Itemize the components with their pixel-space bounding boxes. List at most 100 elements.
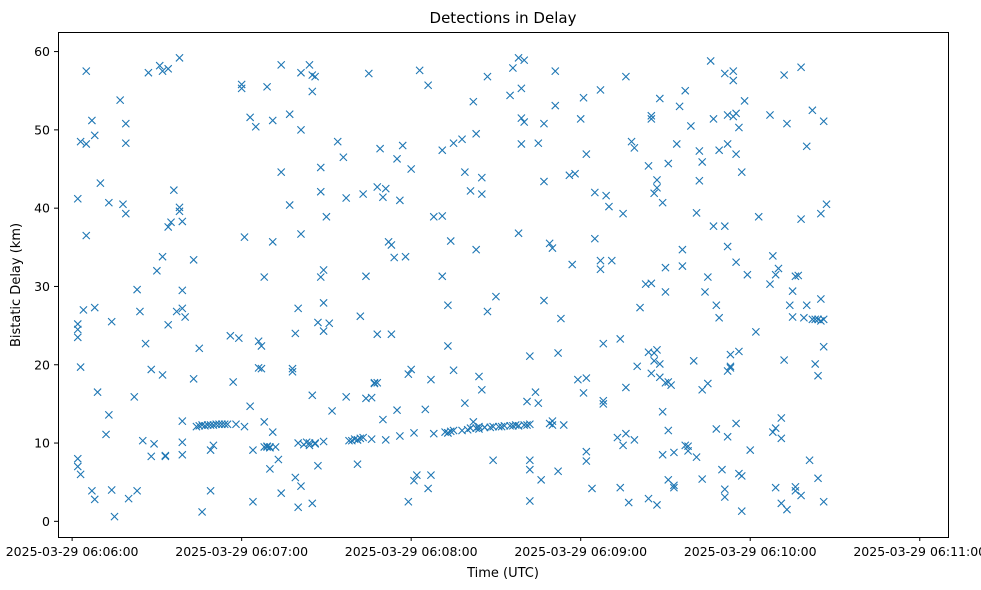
data-point bbox=[257, 341, 266, 350]
data-point bbox=[652, 175, 661, 184]
data-point bbox=[232, 420, 240, 429]
data-point bbox=[373, 183, 382, 192]
data-point bbox=[520, 56, 529, 65]
y-tick-label: 50 bbox=[34, 122, 50, 137]
data-point bbox=[147, 365, 156, 374]
data-point bbox=[460, 399, 469, 408]
data-point bbox=[164, 320, 173, 329]
data-point bbox=[104, 410, 113, 419]
data-point bbox=[630, 435, 639, 444]
data-point bbox=[766, 111, 774, 119]
data-point bbox=[791, 486, 800, 495]
data-point bbox=[73, 454, 82, 463]
data-point bbox=[294, 439, 303, 448]
data-point bbox=[178, 438, 187, 447]
y-tick-label: 0 bbox=[42, 514, 50, 529]
data-point bbox=[819, 117, 828, 126]
data-point bbox=[395, 196, 404, 205]
data-point bbox=[401, 252, 410, 261]
data-point bbox=[133, 285, 142, 294]
data-point bbox=[158, 370, 167, 379]
data-point bbox=[257, 364, 266, 373]
data-point bbox=[234, 334, 243, 343]
chart-title: Detections in Delay bbox=[430, 9, 577, 27]
data-point bbox=[506, 91, 515, 100]
data-point bbox=[469, 417, 478, 426]
data-point bbox=[215, 420, 224, 429]
data-point bbox=[740, 96, 749, 105]
data-point bbox=[551, 67, 560, 76]
data-point bbox=[381, 435, 390, 444]
data-point bbox=[548, 244, 557, 253]
data-point bbox=[571, 169, 580, 178]
x-tick-label: 2025-03-29 06:08:00 bbox=[345, 544, 478, 559]
data-point bbox=[359, 433, 368, 442]
data-point bbox=[534, 139, 543, 148]
data-point bbox=[93, 388, 102, 397]
data-point bbox=[650, 356, 659, 365]
data-point bbox=[322, 212, 331, 221]
data-point bbox=[82, 67, 91, 76]
data-point bbox=[424, 484, 433, 493]
data-point bbox=[486, 423, 495, 432]
data-point bbox=[76, 470, 85, 479]
data-point bbox=[782, 505, 791, 514]
data-point bbox=[181, 313, 190, 321]
data-point bbox=[308, 87, 317, 96]
data-point bbox=[342, 193, 351, 202]
data-point bbox=[633, 362, 642, 371]
data-point bbox=[121, 139, 130, 148]
data-point bbox=[192, 422, 201, 431]
data-point bbox=[158, 67, 167, 76]
data-point bbox=[797, 63, 806, 72]
data-point bbox=[517, 114, 526, 123]
data-point bbox=[802, 142, 811, 151]
data-point bbox=[477, 385, 486, 394]
data-point bbox=[203, 421, 212, 430]
data-point bbox=[376, 144, 385, 153]
data-point bbox=[164, 64, 173, 73]
data-point bbox=[636, 303, 645, 312]
data-point bbox=[579, 93, 588, 102]
data-point bbox=[378, 193, 387, 202]
data-point bbox=[164, 222, 173, 231]
data-point bbox=[723, 139, 732, 148]
data-point bbox=[353, 460, 362, 469]
data-point bbox=[568, 260, 577, 269]
data-point bbox=[669, 448, 678, 457]
data-point bbox=[268, 237, 277, 246]
data-point bbox=[517, 84, 526, 93]
data-point bbox=[305, 60, 314, 69]
data-point bbox=[107, 486, 116, 495]
data-point bbox=[483, 72, 492, 81]
data-point bbox=[328, 406, 337, 415]
plot-frame bbox=[58, 32, 949, 538]
data-point bbox=[734, 347, 743, 356]
y-tick-label: 40 bbox=[34, 201, 50, 216]
data-point bbox=[695, 176, 704, 185]
data-point bbox=[294, 503, 303, 512]
data-point bbox=[229, 377, 238, 386]
data-point bbox=[534, 399, 543, 408]
data-point bbox=[449, 426, 458, 435]
data-point bbox=[308, 499, 317, 508]
data-point bbox=[737, 471, 746, 480]
data-point bbox=[474, 372, 483, 381]
data-point bbox=[150, 439, 159, 448]
data-point bbox=[489, 422, 498, 431]
data-point bbox=[296, 230, 305, 238]
data-point bbox=[390, 253, 399, 262]
data-point bbox=[73, 320, 82, 329]
data-point bbox=[311, 72, 320, 81]
data-point bbox=[720, 485, 729, 494]
data-point bbox=[692, 208, 701, 217]
data-point bbox=[308, 391, 317, 400]
data-point bbox=[551, 101, 560, 110]
y-tick-label: 10 bbox=[34, 436, 50, 451]
data-point bbox=[316, 273, 325, 282]
data-point bbox=[449, 139, 458, 148]
data-point bbox=[73, 333, 82, 342]
x-axis-label: Time (UTC) bbox=[466, 566, 539, 581]
data-point bbox=[726, 362, 735, 371]
data-point bbox=[746, 446, 755, 455]
